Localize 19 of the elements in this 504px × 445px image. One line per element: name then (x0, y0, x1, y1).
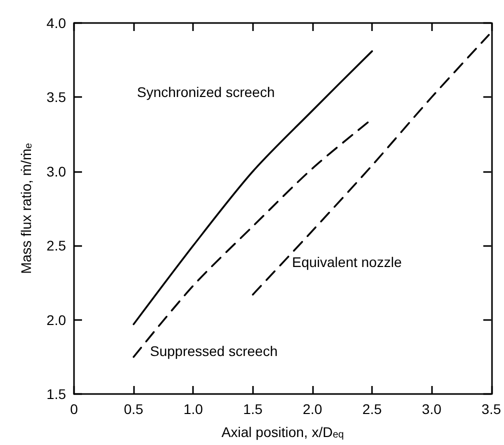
x-tick-label: 3.0 (422, 401, 442, 417)
x-tick-label: 2.0 (302, 401, 322, 417)
annotation: Synchronized screech (137, 84, 275, 100)
x-tick-label: 1.0 (183, 401, 204, 417)
annotation: Suppressed screech (150, 343, 278, 359)
x-tick-label: 3.5 (482, 401, 502, 417)
x-axis-title: Axial position, x/Deq (221, 424, 344, 440)
y-tick-label: 1.5 (46, 386, 66, 402)
x-tick-label: 2.5 (362, 401, 382, 417)
y-tick-label: 2.5 (46, 238, 66, 254)
y-tick-label: 3.0 (46, 163, 66, 180)
y-tick-label: 3.5 (46, 89, 66, 106)
annotation: Equivalent nozzle (292, 254, 402, 270)
y-tick-label: 4.0 (46, 15, 66, 31)
x-tick-label: 1.5 (243, 401, 263, 417)
x-tick-label: 0.5 (124, 401, 144, 417)
y-axis-title: Mass flux ratio, ṁ/ṁe (18, 142, 34, 274)
y-tick-label: 2.0 (46, 312, 66, 328)
x-tick-label: 0 (70, 401, 78, 417)
